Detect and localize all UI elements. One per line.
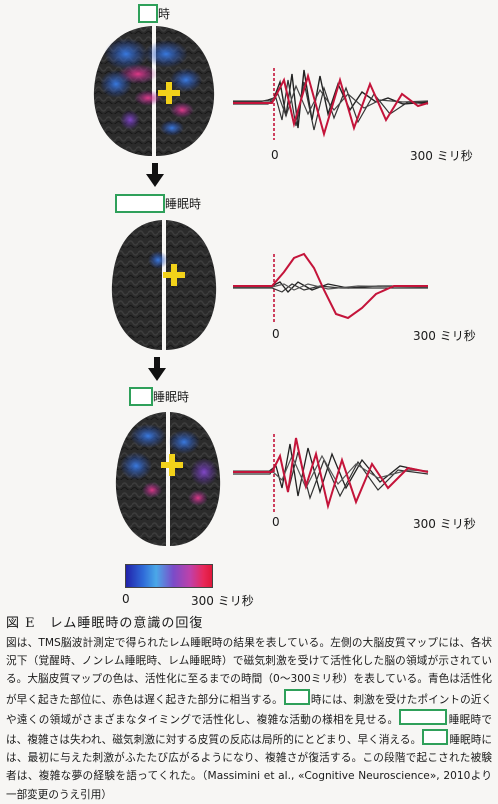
panel3-label-text: 睡眠時 — [153, 390, 190, 404]
blank-answer-box[interactable] — [422, 729, 449, 746]
eeg-waveform-2 — [233, 252, 429, 324]
x-axis-end-label: 300 ミリ秒 — [413, 517, 476, 531]
panel3-label: 睡眠時 — [129, 387, 189, 406]
colorbar-max-label: 300 ミリ秒 — [191, 594, 254, 608]
brain-map-1 — [93, 26, 215, 156]
x-axis-end-label: 300 ミリ秒 — [413, 329, 476, 343]
figure-title: 図 E レム睡眠時の意識の回復 — [6, 616, 204, 631]
caption-part-4: 睡眠時には、最初に与えた刺激がふたたび広がるようになり、複雑さが復活する。この段… — [6, 734, 492, 801]
blank-answer-box[interactable] — [283, 688, 310, 705]
stimulus-cross-icon — [163, 264, 185, 286]
down-arrow-icon — [146, 163, 164, 187]
blank-answer-box[interactable] — [115, 194, 165, 213]
panel2-label-text: 睡眠時 — [165, 197, 202, 211]
eeg-waveform-1 — [233, 68, 429, 140]
x-axis-end-label: 300 ミリ秒 — [410, 149, 473, 163]
caption-part-2: 時には、刺激を受けたポイントの近くや遠くの領域がさまざまなタイミングで活性化し、… — [6, 693, 493, 726]
panel2-label: 睡眠時 — [115, 194, 201, 213]
colorbar — [125, 564, 213, 588]
caption-part-3: 睡眠時では、複雑さは失われ、磁気刺激に対する皮質の反応は局所的にとどまり、早く消… — [6, 713, 493, 747]
stimulus-cross-icon — [161, 454, 183, 476]
brain-map-2 — [111, 220, 217, 350]
eeg-waveform-3 — [233, 434, 429, 514]
stimulus-cross-icon — [158, 82, 180, 104]
panel1-label-text: 時 — [158, 7, 171, 21]
down-arrow-icon — [148, 357, 166, 381]
colorbar-min-label: 0 — [122, 592, 130, 606]
caption-part-1: 図は、TMS脳波計測定で得られたレム睡眠時の結果を表している。左側の大脳皮質マッ… — [6, 637, 492, 706]
figure-caption: 図は、TMS脳波計測定で得られたレム睡眠時の結果を表している。左側の大脳皮質マッ… — [6, 634, 492, 804]
x-axis-zero-label: 0 — [272, 327, 280, 341]
blank-answer-box[interactable] — [129, 387, 153, 406]
x-axis-zero-label: 0 — [271, 148, 279, 162]
brain-map-3 — [115, 412, 221, 546]
panel1-label: 時 — [138, 4, 170, 23]
blank-answer-box[interactable] — [399, 708, 448, 725]
x-axis-zero-label: 0 — [272, 515, 280, 529]
blank-answer-box[interactable] — [138, 4, 158, 23]
